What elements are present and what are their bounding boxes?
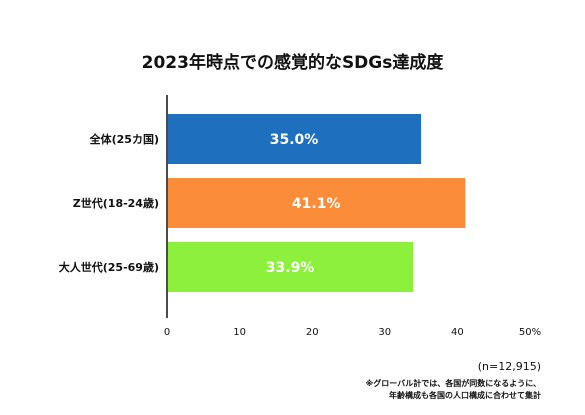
bar-value-label-2: 33.9% bbox=[266, 260, 315, 276]
bar-1 bbox=[168, 178, 466, 228]
category-label-0: 全体(25カ国) bbox=[89, 132, 159, 146]
footnote-line-1: ※グローバル計では、各国が同数になるように、 bbox=[365, 379, 541, 388]
category-label-1: Z世代(18-24歳) bbox=[73, 196, 159, 210]
bar-2 bbox=[168, 242, 414, 292]
x-tick-label-5: 50% bbox=[519, 327, 541, 338]
bar-0 bbox=[168, 114, 422, 164]
x-tick-label-4: 40 bbox=[451, 327, 464, 338]
chart-title: 2023年時点での感覚的なSDGs達成度 bbox=[141, 53, 444, 73]
footnote: ※グローバル計では、各国が同数になるように、 年齢構成も各国の人口構成に合わせて… bbox=[241, 378, 541, 402]
sample-size-note: (n=12,915) bbox=[477, 360, 541, 373]
x-tick-label-0: 0 bbox=[164, 327, 170, 338]
x-tick-label-2: 20 bbox=[306, 327, 319, 338]
footnote-line-2: 年齢構成も各国の人口構成に合わせて集計 bbox=[389, 391, 541, 400]
bar-value-label-1: 41.1% bbox=[292, 196, 341, 212]
x-tick-label-1: 10 bbox=[233, 327, 246, 338]
bar-value-label-0: 35.0% bbox=[270, 132, 319, 148]
category-label-2: 大人世代(25-69歳) bbox=[59, 260, 159, 274]
x-tick-label-3: 30 bbox=[378, 327, 391, 338]
